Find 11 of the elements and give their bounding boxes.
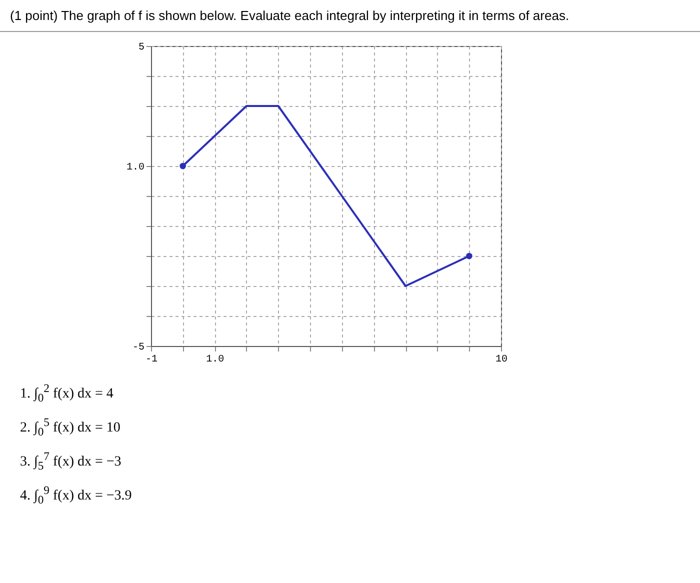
y-tick-label: -5: [132, 342, 144, 354]
text: 1. ∫$_{0}$$^{2}$ f(x) dx = 4: [20, 381, 114, 404]
y-tick-label: 5: [138, 42, 144, 54]
text: 4. ∫$_{0}$$^{9}$ f(x) dx = −3.9: [20, 483, 133, 506]
x-tick-label: 1.0: [206, 354, 224, 366]
text: 2. ∫$_{0}$$^{5}$ f(x) dx = 10: [20, 415, 122, 438]
chart-title: (1 point) The graph of f is shown below. Evaluate each integral by interpreting it in terms of areas.: [0, 0, 700, 32]
text: 3. ∫$_{5}$$^{7}$ f(x) dx = −3: [20, 449, 122, 472]
x-tick-label: 10: [495, 354, 508, 366]
x-tick-label: -1: [145, 354, 158, 366]
y-tick-label: 1.0: [126, 162, 144, 174]
